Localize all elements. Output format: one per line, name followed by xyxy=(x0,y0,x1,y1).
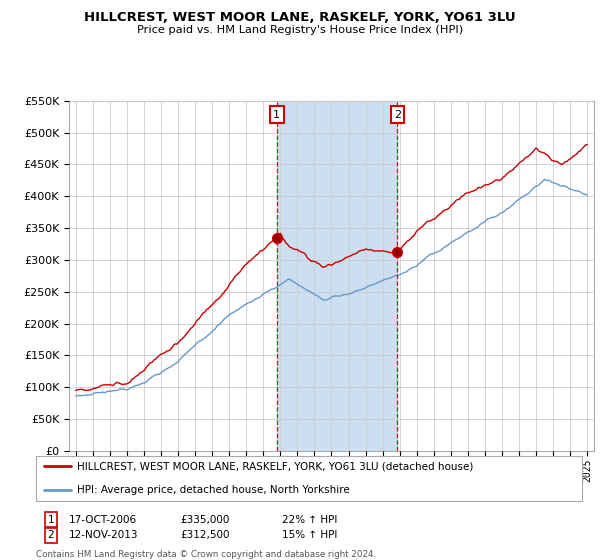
Bar xyxy=(277,101,397,451)
Text: 15% ↑ HPI: 15% ↑ HPI xyxy=(282,530,337,540)
Text: 17-OCT-2006: 17-OCT-2006 xyxy=(69,515,137,525)
Text: £312,500: £312,500 xyxy=(180,530,229,540)
Text: 12-NOV-2013: 12-NOV-2013 xyxy=(69,530,139,540)
Text: 2: 2 xyxy=(394,110,401,119)
Text: Price paid vs. HM Land Registry's House Price Index (HPI): Price paid vs. HM Land Registry's House … xyxy=(137,25,463,35)
Text: HILLCREST, WEST MOOR LANE, RASKELF, YORK, YO61 3LU: HILLCREST, WEST MOOR LANE, RASKELF, YORK… xyxy=(84,11,516,24)
Text: Contains HM Land Registry data © Crown copyright and database right 2024.
This d: Contains HM Land Registry data © Crown c… xyxy=(36,550,376,560)
Text: 22% ↑ HPI: 22% ↑ HPI xyxy=(282,515,337,525)
Text: £335,000: £335,000 xyxy=(180,515,229,525)
Text: 1: 1 xyxy=(273,110,280,119)
Text: HILLCREST, WEST MOOR LANE, RASKELF, YORK, YO61 3LU (detached house): HILLCREST, WEST MOOR LANE, RASKELF, YORK… xyxy=(77,461,473,472)
Text: 1: 1 xyxy=(47,515,55,525)
Text: 2: 2 xyxy=(47,530,55,540)
Text: HPI: Average price, detached house, North Yorkshire: HPI: Average price, detached house, Nort… xyxy=(77,485,350,495)
